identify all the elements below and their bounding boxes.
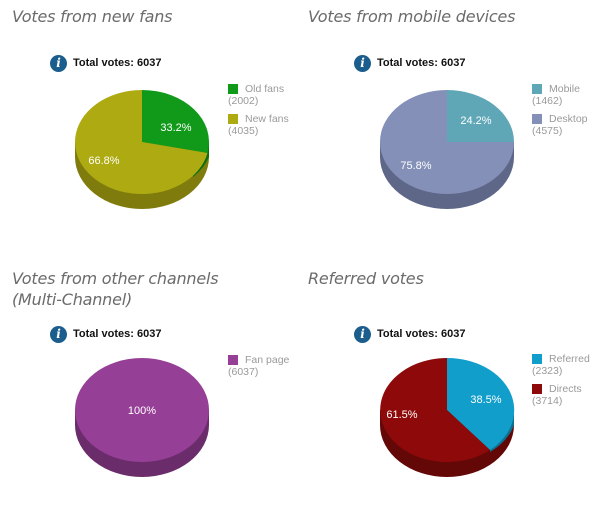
chart-panel-referred-votes: Referred votes i Total votes: 6037 38.5%… <box>300 262 600 507</box>
total-votes-label: Total votes: 6037 <box>73 57 162 69</box>
slice-mobile[interactable] <box>447 90 514 142</box>
slice-desktop[interactable] <box>380 90 514 194</box>
slice-label: 61.5% <box>386 409 417 421</box>
legend-swatch <box>228 114 238 124</box>
slice-label: 100% <box>128 405 156 417</box>
slice-label: 66.8% <box>88 155 119 167</box>
legend-item-mobile[interactable]: Mobile (1462) <box>532 83 580 107</box>
legend-swatch <box>532 84 542 94</box>
legend-swatch <box>228 355 238 365</box>
legend: Mobile (1462) Desktop (4575) <box>532 83 588 143</box>
slice-label: 38.5% <box>470 394 501 406</box>
chart-panel-mobile-devices: Votes from mobile devices i Total votes:… <box>300 0 600 245</box>
total-votes: i Total votes: 6037 <box>354 325 465 343</box>
chart-panel-other-channels: Votes from other channels (Multi-Channel… <box>0 262 300 507</box>
slice-fan-page[interactable] <box>75 358 209 462</box>
pie-chart: 38.5% 61.5% <box>380 357 515 477</box>
legend-swatch <box>532 354 542 364</box>
legend-item-referred[interactable]: Referred (2323) <box>532 353 590 377</box>
total-votes-label: Total votes: 6037 <box>73 328 162 340</box>
total-votes: i Total votes: 6037 <box>50 325 161 343</box>
slice-referred[interactable] <box>447 357 515 450</box>
legend-item-fan-page[interactable]: Fan page (6037) <box>228 354 290 378</box>
chart-title: Referred votes <box>308 269 424 288</box>
legend-item-desktop[interactable]: Desktop (4575) <box>532 113 588 137</box>
slice-old-fans[interactable] <box>142 89 210 153</box>
chart-title: Votes from other channels (Multi-Channel… <box>12 269 219 309</box>
total-votes: i Total votes: 6037 <box>50 54 161 72</box>
pie-chart: 33.2% 66.8% <box>75 89 210 209</box>
legend-item-new-fans[interactable]: New fans (4035) <box>228 113 289 137</box>
pie-chart: 100% <box>75 358 209 477</box>
info-icon[interactable]: i <box>354 54 371 72</box>
legend-swatch <box>532 384 542 394</box>
total-votes: i Total votes: 6037 <box>354 54 465 72</box>
total-votes-label: Total votes: 6037 <box>377 57 466 69</box>
legend-swatch <box>228 84 238 94</box>
legend-item-old-fans[interactable]: Old fans (2002) <box>228 83 285 107</box>
legend-swatch <box>532 114 542 124</box>
info-icon[interactable]: i <box>50 54 67 72</box>
legend-item-directs[interactable]: Directs (3714) <box>532 383 582 407</box>
slice-directs[interactable] <box>380 358 490 462</box>
info-icon[interactable]: i <box>50 325 67 343</box>
info-icon[interactable]: i <box>354 325 371 343</box>
pie-chart: 24.2% 75.8% <box>380 90 514 209</box>
legend: Referred (2323) Directs (3714) <box>532 353 590 413</box>
legend: Old fans (2002) New fans (4035) <box>228 83 289 143</box>
chart-title: Votes from mobile devices <box>308 7 516 26</box>
slice-new-fans[interactable] <box>75 90 208 194</box>
slice-label: 33.2% <box>160 122 191 134</box>
slice-label: 75.8% <box>400 160 431 172</box>
legend: Fan page (6037) <box>228 354 289 384</box>
chart-panel-new-fans: Votes from new fans i Total votes: 6037 … <box>0 0 300 245</box>
slice-label: 24.2% <box>460 115 491 127</box>
total-votes-label: Total votes: 6037 <box>377 328 466 340</box>
chart-title: Votes from new fans <box>12 7 173 26</box>
